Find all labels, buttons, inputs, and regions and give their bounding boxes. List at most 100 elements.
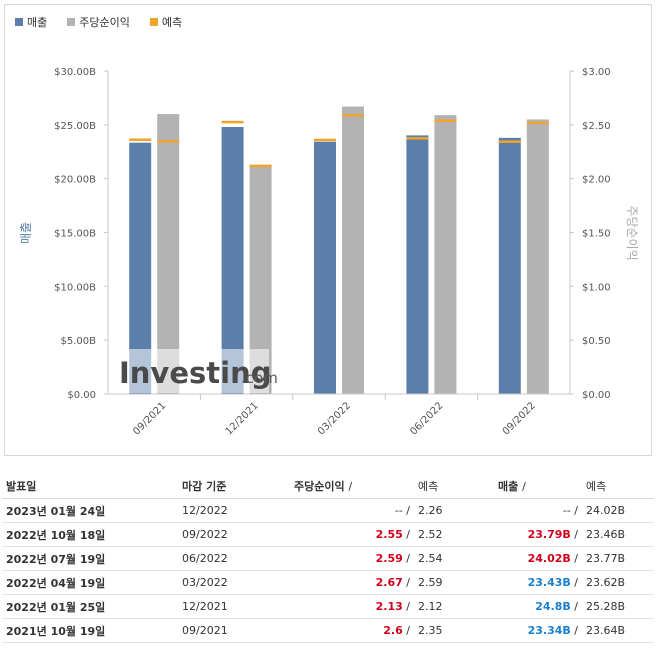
table-row: 2023년 01월 24일 12/2022 -- /2.26 -- /24.02B bbox=[2, 498, 654, 523]
revenue-actual: 24.8B bbox=[535, 600, 571, 613]
eps-forecast-marker bbox=[434, 119, 457, 123]
legend-item-eps[interactable]: 주당순이익 bbox=[67, 14, 130, 30]
eps-sep: / bbox=[406, 624, 410, 637]
left-tick-label: $20.00B bbox=[54, 175, 96, 186]
x-tick-label: 09/2022 bbox=[501, 400, 538, 437]
cell-revenue: 23.43B / bbox=[494, 570, 582, 595]
watermark-brand: Investing bbox=[119, 356, 271, 390]
eps-forecast-marker bbox=[526, 121, 549, 125]
revenue-bar bbox=[314, 141, 336, 394]
left-tick-label: $30.00B bbox=[54, 67, 96, 78]
earnings-table: 발표일 마감 기준 주당순이익 / 예측 매출 / 예측 2023년 01월 2… bbox=[2, 474, 654, 643]
table-header-row: 발표일 마감 기준 주당순이익 / 예측 매출 / 예측 bbox=[2, 474, 654, 499]
cell-eps: 2.13 / bbox=[290, 594, 414, 619]
x-tick-label: 03/2022 bbox=[316, 400, 353, 437]
revenue-sep: / bbox=[574, 600, 578, 613]
left-axis-title: 매출 bbox=[19, 222, 33, 244]
eps-forecast-marker bbox=[342, 114, 364, 117]
cell-revenue: 23.34B / bbox=[494, 618, 582, 643]
cell-revenue: -- / bbox=[494, 498, 582, 523]
header-period[interactable]: 마감 기준 bbox=[178, 474, 290, 499]
eps-sep: / bbox=[406, 600, 410, 613]
legend-swatch-eps bbox=[67, 18, 76, 26]
cell-period: 12/2021 bbox=[178, 594, 290, 619]
watermark-band bbox=[117, 349, 269, 393]
cell-revenue: 24.02B / bbox=[494, 546, 582, 571]
revenue-actual: 23.34B bbox=[527, 624, 571, 637]
cell-revenue-forecast: 24.02B bbox=[582, 498, 654, 523]
eps-bar bbox=[526, 119, 549, 394]
revenue-actual: -- bbox=[562, 504, 571, 517]
cell-date: 2021년 10월 19일 bbox=[2, 618, 178, 643]
x-axis-labels: 09/2021 12/2021 03/2022 06/2022 09/2022 bbox=[131, 394, 538, 437]
eps-actual: 2.67 bbox=[375, 576, 403, 589]
revenue-actual: 23.43B bbox=[527, 576, 571, 589]
cell-date: 2023년 01월 24일 bbox=[2, 498, 178, 523]
header-revenue-forecast[interactable]: 예측 bbox=[582, 474, 654, 499]
eps-actual: -- bbox=[394, 504, 403, 517]
chart-legend: 매출 주당순이익 예측 bbox=[15, 14, 182, 30]
right-axis-title: 주당순이익 bbox=[625, 205, 639, 260]
header-eps-label: 주당순이익 bbox=[294, 480, 345, 493]
right-tick-label: $2.50 bbox=[582, 121, 611, 132]
eps-sep: / bbox=[406, 528, 410, 541]
cell-eps: -- / bbox=[290, 498, 414, 523]
legend-label-eps: 주당순이익 bbox=[79, 16, 130, 29]
cell-revenue-forecast: 25.28B bbox=[582, 594, 654, 619]
cell-period: 09/2022 bbox=[178, 522, 290, 547]
left-tick-label: $5.00B bbox=[61, 336, 97, 347]
chart-axes bbox=[107, 71, 571, 395]
header-revenue[interactable]: 매출 / bbox=[494, 474, 582, 499]
cell-eps-forecast: 2.52 bbox=[414, 522, 494, 547]
cell-eps: 2.55 / bbox=[290, 522, 414, 547]
right-tick-label: $0.50 bbox=[582, 336, 611, 347]
legend-item-forecast[interactable]: 예측 bbox=[149, 14, 182, 30]
left-tick-label: $25.00B bbox=[54, 121, 96, 132]
eps-actual: 2.55 bbox=[375, 528, 403, 541]
left-tick-label: $15.00B bbox=[54, 229, 96, 240]
right-tick-label: $2.00 bbox=[582, 175, 611, 186]
right-tick-label: $3.00 bbox=[582, 67, 611, 78]
revenue-forecast-marker bbox=[314, 138, 336, 142]
cell-revenue-forecast: 23.62B bbox=[582, 570, 654, 595]
cell-date: 2022년 04월 19일 bbox=[2, 570, 178, 595]
eps-sep: / bbox=[406, 504, 410, 517]
cell-period: 12/2022 bbox=[178, 498, 290, 523]
table-row: 2021년 10월 19일 09/2021 2.6 /2.35 23.34B /23.… bbox=[2, 618, 654, 643]
revenue-sep: / bbox=[574, 504, 578, 517]
chart-bars bbox=[129, 106, 549, 395]
left-axis-ticks: $0.00 $5.00B $10.00B $15.00B $20.00B $25.00B $… bbox=[54, 67, 108, 401]
header-eps-sep: / bbox=[348, 480, 353, 493]
revenue-actual: 24.02B bbox=[527, 552, 571, 565]
revenue-actual: 23.79B bbox=[527, 528, 571, 541]
x-tick-label: 12/2021 bbox=[224, 400, 261, 437]
revenue-forecast-marker bbox=[221, 120, 244, 124]
chart-panel: 매출 주당순이익 예측 $0.00 $5.00B $10.00B $15.00B $20… bbox=[4, 4, 652, 456]
legend-item-revenue[interactable]: 매출 bbox=[15, 14, 47, 30]
cell-revenue: 23.79B / bbox=[494, 522, 582, 547]
revenue-bar bbox=[498, 137, 521, 394]
revenue-sep: / bbox=[574, 576, 578, 589]
eps-bar bbox=[249, 164, 272, 394]
cell-date: 2022년 07월 19일 bbox=[2, 546, 178, 571]
cell-eps-forecast: 2.26 bbox=[414, 498, 494, 523]
watermark-suffix: .com bbox=[241, 369, 278, 387]
cell-eps-forecast: 2.35 bbox=[414, 618, 494, 643]
header-eps-forecast[interactable]: 예측 bbox=[414, 474, 494, 499]
revenue-forecast-marker bbox=[129, 138, 152, 141]
right-axis-ticks: $0.00 $0.50 $1.00 $1.50 $2.00 $2.50 $3.00 bbox=[570, 67, 611, 401]
eps-bar bbox=[434, 115, 457, 394]
cell-revenue-forecast: 23.46B bbox=[582, 522, 654, 547]
left-tick-label: $0.00 bbox=[67, 390, 96, 401]
cell-eps: 2.67 / bbox=[290, 570, 414, 595]
earnings-chart: $0.00 $5.00B $10.00B $15.00B $20.00B $25.00B $… bbox=[19, 67, 639, 437]
eps-actual: 2.13 bbox=[375, 600, 403, 613]
x-tick-label: 06/2022 bbox=[408, 400, 445, 437]
table-row: 2022년 10월 18일 09/2022 2.55 /2.52 23.79B /23… bbox=[2, 522, 654, 547]
eps-sep: / bbox=[406, 552, 410, 565]
header-date[interactable]: 발표일 bbox=[2, 474, 178, 499]
header-eps[interactable]: 주당순이익 / bbox=[290, 474, 414, 499]
header-revenue-sep: / bbox=[522, 480, 526, 493]
cell-date: 2022년 10월 18일 bbox=[2, 522, 178, 547]
header-revenue-label: 매출 bbox=[498, 480, 519, 493]
